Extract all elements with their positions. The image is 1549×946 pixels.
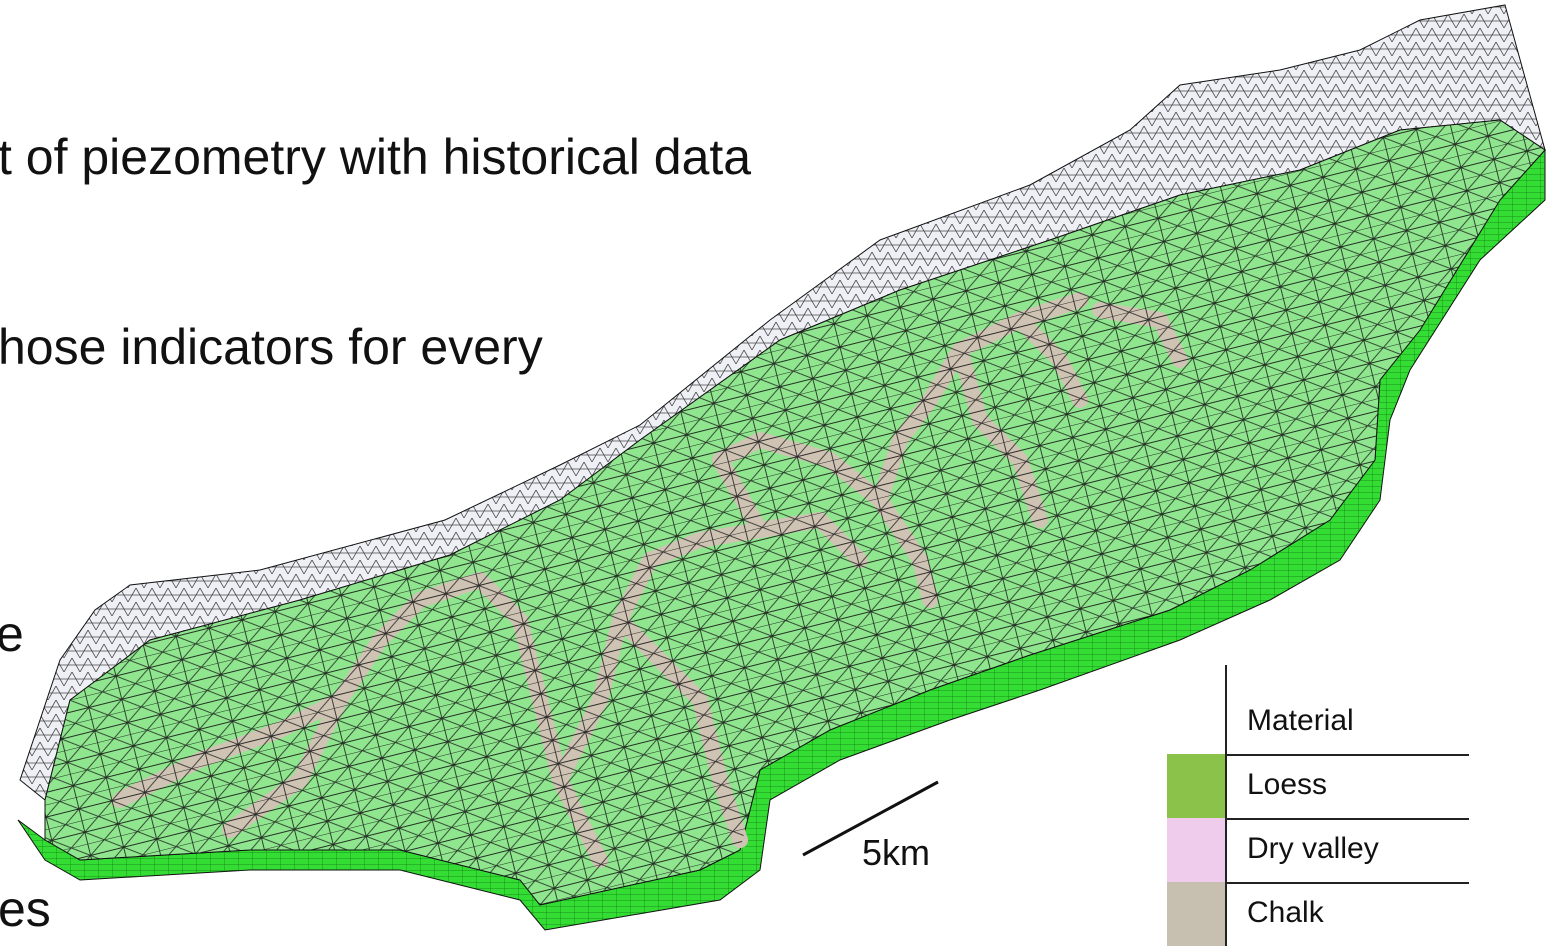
legend-row-dry-valley: Dry valley xyxy=(1167,818,1469,882)
legend-header-row: Material xyxy=(1167,690,1469,754)
legend-swatch-chalk xyxy=(1167,882,1225,946)
material-legend: Material Loess Dry valley Chalk xyxy=(1167,690,1469,946)
legend-swatch-loess xyxy=(1167,754,1225,818)
legend-swatch-dry-valley xyxy=(1167,818,1225,882)
legend-label-dry-valley: Dry valley xyxy=(1247,832,1379,866)
legend-row-loess: Loess xyxy=(1167,754,1469,818)
legend-label-loess: Loess xyxy=(1247,768,1327,802)
legend-header: Material xyxy=(1247,704,1354,738)
legend-row-chalk: Chalk xyxy=(1167,882,1469,946)
scale-bar-label: 5km xyxy=(862,832,930,874)
legend-label-chalk: Chalk xyxy=(1247,896,1324,930)
